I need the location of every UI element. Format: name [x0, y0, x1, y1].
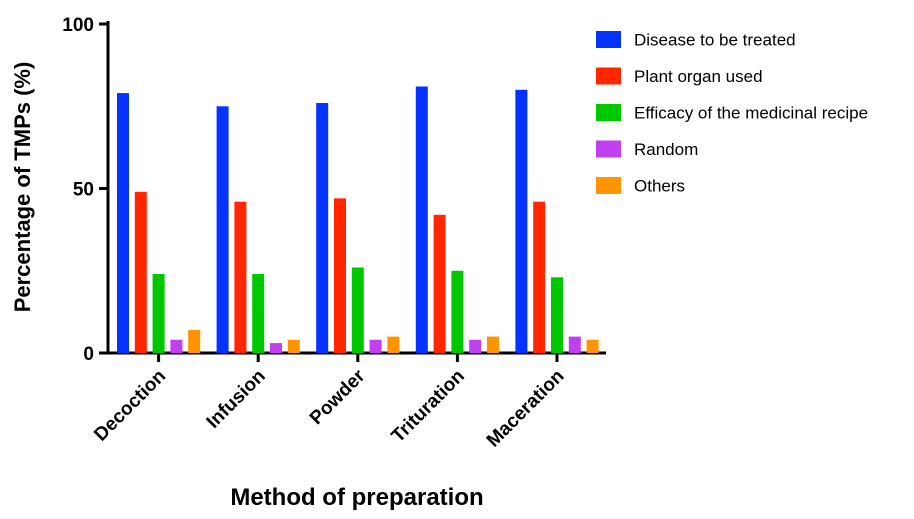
bar [334, 198, 346, 353]
y-ticks: 0 50 100 [62, 15, 108, 365]
bar [586, 339, 599, 353]
bar [433, 214, 446, 353]
bar [415, 86, 428, 353]
legend-swatch [596, 67, 621, 85]
legend-swatch [596, 140, 621, 158]
bar [152, 274, 165, 353]
bar [487, 336, 499, 353]
bar [134, 191, 147, 353]
bar [351, 267, 364, 353]
bar [369, 339, 382, 353]
bar [170, 339, 183, 353]
legend-label: Plant organ used [634, 67, 763, 86]
y-tick-label: 50 [73, 180, 94, 201]
legend-label: Efficacy of the medicinal recipe [634, 104, 868, 123]
legend-swatch [596, 177, 621, 194]
legend: Disease to be treated Plant organ used Eff… [596, 31, 868, 196]
bar [252, 274, 265, 353]
bar [551, 277, 563, 353]
y-tick-label: 0 [83, 344, 94, 365]
bar [451, 270, 464, 354]
y-tick-label: 100 [62, 15, 94, 36]
legend-label: Others [634, 177, 685, 196]
bar [270, 343, 282, 353]
bar [469, 339, 482, 353]
bar [188, 330, 201, 353]
bars [117, 86, 599, 354]
legend-swatch [596, 31, 621, 48]
bar [568, 336, 581, 353]
bar [234, 201, 247, 353]
legend-swatch [596, 104, 621, 121]
bar [216, 106, 229, 354]
x-ticks: Decoction Infusion Powder Trituration Macera… [90, 353, 569, 452]
legend-label: Random [634, 140, 698, 159]
x-tick-label: Maceration [483, 366, 569, 452]
bar [515, 89, 528, 354]
x-tick-label: Trituration [388, 366, 469, 447]
y-axis-title: Percentage of TMPs (%) [10, 62, 35, 313]
bar [533, 201, 546, 353]
x-tick-label: Powder [306, 365, 370, 429]
x-tick-label: Infusion [203, 366, 270, 433]
bar [117, 93, 129, 353]
x-axis-title: Method of preparation [230, 484, 483, 511]
bar [387, 336, 400, 353]
bar [287, 339, 300, 353]
x-tick-label: Decoction [90, 366, 170, 446]
legend-label: Disease to be treated [634, 31, 796, 50]
bar [316, 103, 329, 353]
